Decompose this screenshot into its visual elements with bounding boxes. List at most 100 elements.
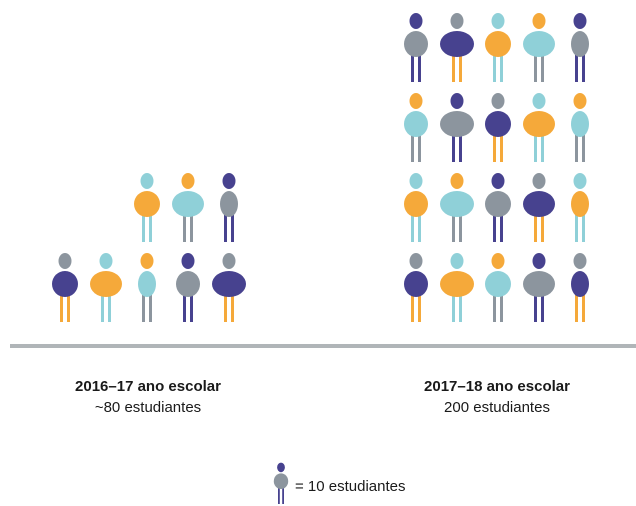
- category-label: 2016–17 ano escolar: [75, 378, 221, 395]
- icon-group: [52, 173, 246, 322]
- person-icon: [404, 173, 428, 242]
- leg: [108, 294, 111, 322]
- leg: [534, 294, 537, 322]
- head: [222, 173, 236, 189]
- head: [532, 13, 546, 29]
- body: [404, 31, 428, 57]
- person-icon: [404, 93, 428, 162]
- leg: [493, 214, 496, 242]
- body: [220, 191, 238, 217]
- person-icon: [485, 253, 511, 322]
- leg: [418, 214, 421, 242]
- body: [138, 271, 156, 297]
- head: [409, 13, 423, 29]
- body: [212, 271, 246, 297]
- leg: [190, 294, 193, 322]
- person-icon: [485, 13, 511, 82]
- leg: [142, 214, 145, 242]
- body: [523, 271, 555, 297]
- value-label: ~80 estudiantes: [95, 399, 201, 416]
- leg: [101, 294, 104, 322]
- head: [573, 13, 587, 29]
- leg: [60, 294, 63, 322]
- body: [440, 191, 474, 217]
- leg: [582, 134, 585, 162]
- person-icon: [523, 93, 555, 162]
- person-icon: [571, 93, 589, 162]
- person-icon: [485, 93, 511, 162]
- leg: [500, 134, 503, 162]
- leg: [231, 294, 234, 322]
- person-icon: [523, 173, 555, 242]
- leg: [534, 214, 537, 242]
- leg: [452, 294, 455, 322]
- leg: [142, 294, 145, 322]
- person-icon: [220, 173, 238, 242]
- head: [450, 93, 464, 109]
- leg: [418, 134, 421, 162]
- leg: [582, 214, 585, 242]
- leg: [493, 294, 496, 322]
- leg: [411, 54, 414, 82]
- leg: [278, 487, 280, 504]
- head: [573, 253, 587, 269]
- head: [450, 13, 464, 29]
- head: [181, 173, 195, 189]
- body: [571, 31, 589, 57]
- leg: [67, 294, 70, 322]
- person-icon: [404, 253, 428, 322]
- leg: [452, 134, 455, 162]
- value-label: 200 estudiantes: [444, 399, 550, 416]
- leg: [224, 214, 227, 242]
- legend-label: = 10 estudiantes: [295, 478, 406, 495]
- leg: [541, 214, 544, 242]
- body: [440, 271, 474, 297]
- leg: [534, 134, 537, 162]
- head: [409, 253, 423, 269]
- leg: [459, 294, 462, 322]
- leg: [418, 54, 421, 82]
- body: [485, 271, 511, 297]
- leg: [224, 294, 227, 322]
- leg: [459, 214, 462, 242]
- leg: [582, 294, 585, 322]
- head: [491, 173, 505, 189]
- leg: [149, 214, 152, 242]
- leg: [183, 294, 186, 322]
- icon-group: [404, 13, 589, 322]
- head: [532, 173, 546, 189]
- person-icon: [212, 253, 246, 322]
- head: [409, 173, 423, 189]
- head: [450, 173, 464, 189]
- body: [404, 271, 428, 297]
- head: [409, 93, 423, 109]
- head: [99, 253, 113, 269]
- body: [440, 31, 474, 57]
- head: [491, 253, 505, 269]
- person-icon: [134, 173, 160, 242]
- person-icon: [485, 173, 511, 242]
- category-label: 2017–18 ano escolar: [424, 378, 570, 395]
- body: [485, 31, 511, 57]
- leg: [452, 54, 455, 82]
- leg: [459, 134, 462, 162]
- person-icon: [523, 253, 555, 322]
- head: [532, 253, 546, 269]
- leg: [534, 54, 537, 82]
- leg: [493, 54, 496, 82]
- body: [523, 31, 555, 57]
- body: [134, 191, 160, 217]
- head: [140, 253, 154, 269]
- leg: [282, 487, 284, 504]
- body: [571, 271, 589, 297]
- person-icon: [90, 253, 122, 322]
- head: [450, 253, 464, 269]
- head: [58, 253, 72, 269]
- leg: [459, 54, 462, 82]
- person-icon: [273, 462, 289, 504]
- person-icon: [440, 93, 474, 162]
- body: [90, 271, 122, 297]
- person-icon: [176, 253, 200, 322]
- head: [491, 13, 505, 29]
